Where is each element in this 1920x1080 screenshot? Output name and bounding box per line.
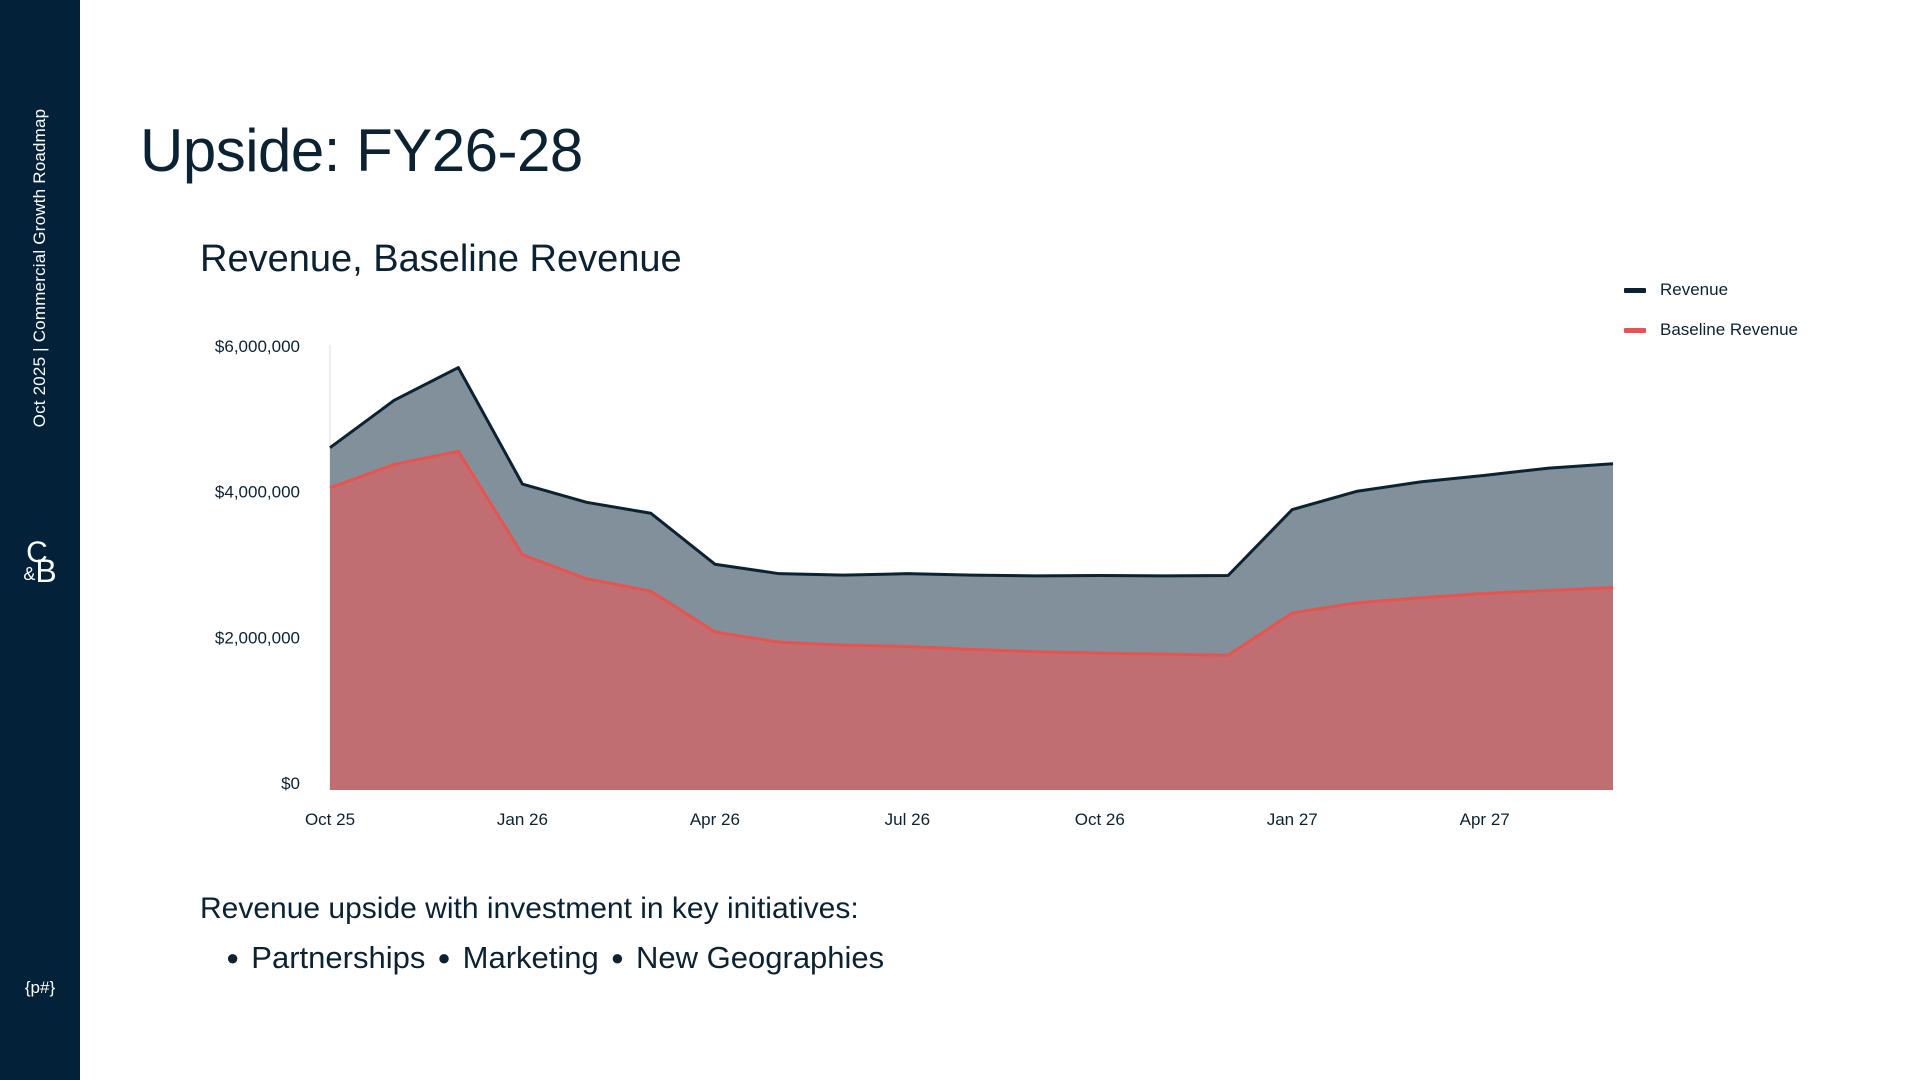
x-tick-label: Apr 27 xyxy=(1460,810,1510,829)
x-tick-label: Jan 27 xyxy=(1267,810,1318,829)
chart-caption: Revenue upside with investment in key in… xyxy=(200,892,859,925)
x-tick-label: Apr 26 xyxy=(690,810,740,829)
x-tick-label: Oct 26 xyxy=(1075,810,1125,829)
y-tick-label: $6,000,000 xyxy=(215,337,300,356)
logo-letter-b: B xyxy=(35,553,57,589)
legend-label-baseline-revenue: Baseline Revenue xyxy=(1660,320,1798,339)
y-tick-label: $4,000,000 xyxy=(215,483,300,502)
logo-letter-c: C xyxy=(26,536,48,569)
series-line-revenue xyxy=(329,366,1614,578)
company-logo: C &B xyxy=(0,538,80,591)
x-tick-label: Oct 25 xyxy=(305,810,355,829)
y-tick-label: $0 xyxy=(281,774,300,793)
x-tick-label: Jan 26 xyxy=(497,810,548,829)
slide-title: Upside: FY26-28 xyxy=(140,117,583,184)
bullet-dot: ● xyxy=(437,945,451,970)
series-line-baseline-revenue xyxy=(329,449,1614,657)
initiative-item: Marketing xyxy=(462,940,599,975)
legend-swatch-baseline-revenue xyxy=(1624,327,1646,333)
legend-item-baseline-revenue: Baseline Revenue xyxy=(1624,310,1798,350)
bullet-dot: ● xyxy=(226,945,240,970)
area-fill-baseline-revenue xyxy=(330,451,1613,790)
bullet-dot: ● xyxy=(610,945,625,970)
initiative-list: ● Partnerships ● Marketing ● New Geograp… xyxy=(214,940,884,976)
y-tick-label: $2,000,000 xyxy=(215,628,300,647)
initiative-item: New Geographies xyxy=(636,940,885,975)
legend-label-revenue: Revenue xyxy=(1660,280,1729,299)
legend-swatch-revenue xyxy=(1624,287,1646,293)
chart-title: Revenue, Baseline Revenue xyxy=(200,238,682,280)
legend-item-revenue: Revenue xyxy=(1624,270,1798,310)
chart-legend: Revenue Baseline Revenue xyxy=(1624,270,1798,350)
initiative-item: Partnerships xyxy=(251,940,426,975)
logo-ampersand: & xyxy=(23,564,36,584)
x-tick-label: Jul 26 xyxy=(885,810,930,829)
page-number: {p#} xyxy=(24,978,56,997)
sidebar: Oct 2025 | Commercial Growth Roadmap C &… xyxy=(0,0,80,1080)
